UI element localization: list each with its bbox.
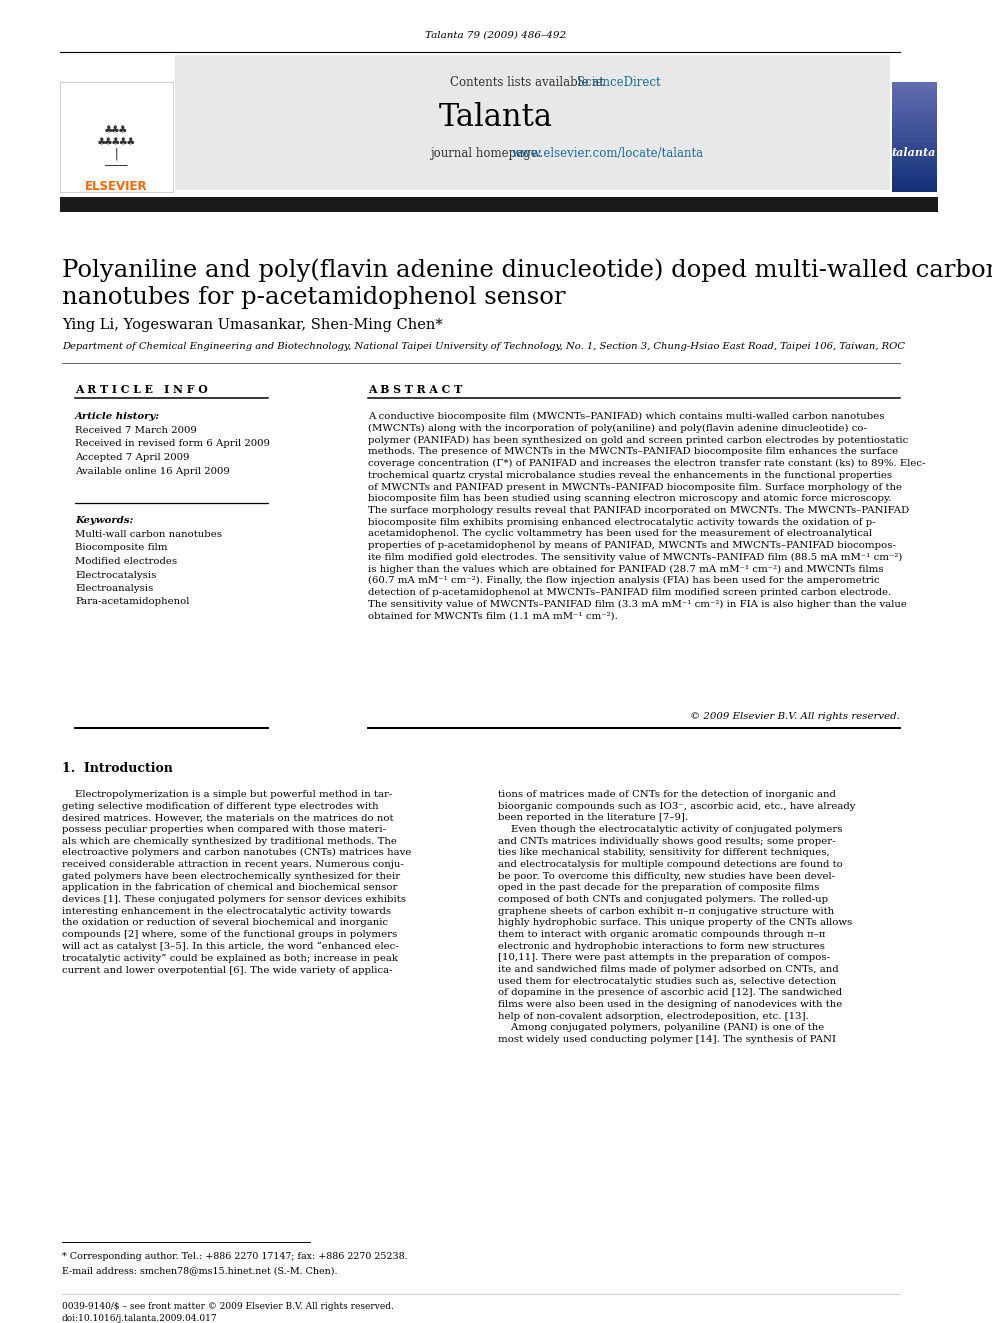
- Bar: [892, 110, 937, 115]
- Bar: [892, 164, 937, 169]
- Text: E-mail address: smchen78@ms15.hinet.net (S.-M. Chen).: E-mail address: smchen78@ms15.hinet.net …: [62, 1266, 337, 1275]
- Bar: [892, 105, 937, 110]
- Bar: [892, 131, 937, 138]
- Bar: [60, 82, 173, 192]
- Text: Received 7 March 2009: Received 7 March 2009: [75, 426, 196, 435]
- Bar: [892, 176, 937, 181]
- Text: talanta: talanta: [892, 147, 936, 157]
- Bar: [892, 187, 937, 192]
- Bar: [892, 87, 937, 93]
- Text: 0039-9140/$ – see front matter © 2009 Elsevier B.V. All rights reserved.: 0039-9140/$ – see front matter © 2009 El…: [62, 1302, 394, 1311]
- Bar: [892, 143, 937, 148]
- Text: Accepted 7 April 2009: Accepted 7 April 2009: [75, 452, 189, 462]
- Text: doi:10.1016/j.talanta.2009.04.017: doi:10.1016/j.talanta.2009.04.017: [62, 1314, 217, 1323]
- Bar: [892, 82, 937, 192]
- Text: Biocomposite film: Biocomposite film: [75, 544, 168, 553]
- Bar: [892, 82, 937, 87]
- Text: ScienceDirect: ScienceDirect: [577, 77, 661, 90]
- Text: Talanta 79 (2009) 486–492: Talanta 79 (2009) 486–492: [426, 30, 566, 40]
- Text: www.elsevier.com/locate/talanta: www.elsevier.com/locate/talanta: [512, 147, 704, 160]
- Text: © 2009 Elsevier B.V. All rights reserved.: © 2009 Elsevier B.V. All rights reserved…: [690, 712, 900, 721]
- Text: * Corresponding author. Tel.: +886 2270 17147; fax: +886 2270 25238.: * Corresponding author. Tel.: +886 2270 …: [62, 1252, 408, 1261]
- Text: Contents lists available at: Contents lists available at: [450, 77, 608, 90]
- Bar: [892, 181, 937, 187]
- Text: Received in revised form 6 April 2009: Received in revised form 6 April 2009: [75, 439, 270, 448]
- Bar: [892, 93, 937, 98]
- Text: tions of matrices made of CNTs for the detection of inorganic and
bioorganic com: tions of matrices made of CNTs for the d…: [498, 790, 855, 1044]
- Bar: [892, 169, 937, 176]
- Text: ELSEVIER: ELSEVIER: [84, 180, 148, 193]
- Text: Electroanalysis: Electroanalysis: [75, 583, 153, 593]
- Text: journal homepage:: journal homepage:: [430, 147, 546, 160]
- Bar: [892, 138, 937, 143]
- Text: A conductive biocomposite film (MWCNTs–PANIFAD) which contains multi-walled carb: A conductive biocomposite film (MWCNTs–P…: [368, 411, 926, 620]
- Text: A R T I C L E   I N F O: A R T I C L E I N F O: [75, 384, 207, 396]
- Text: Electropolymerization is a simple but powerful method in tar-
geting selective m: Electropolymerization is a simple but po…: [62, 790, 412, 975]
- Bar: [892, 126, 937, 131]
- Bar: [892, 98, 937, 105]
- Bar: [892, 115, 937, 120]
- Text: Multi-wall carbon nanotubes: Multi-wall carbon nanotubes: [75, 531, 222, 538]
- Bar: [892, 120, 937, 126]
- Bar: [892, 148, 937, 153]
- Text: ♣♣♣
♣♣♣♣♣
|
———: ♣♣♣ ♣♣♣♣♣ | ———: [97, 123, 135, 172]
- Text: Modified electrodes: Modified electrodes: [75, 557, 178, 566]
- Bar: [892, 159, 937, 164]
- Bar: [175, 56, 890, 191]
- Text: Electrocatalysis: Electrocatalysis: [75, 570, 157, 579]
- Bar: [60, 197, 938, 212]
- Text: Available online 16 April 2009: Available online 16 April 2009: [75, 467, 230, 475]
- Text: Ying Li, Yogeswaran Umasankar, Shen-Ming Chen*: Ying Li, Yogeswaran Umasankar, Shen-Ming…: [62, 318, 442, 332]
- Text: Para-acetamidophenol: Para-acetamidophenol: [75, 598, 189, 606]
- Bar: [892, 153, 937, 159]
- Text: Keywords:: Keywords:: [75, 516, 133, 525]
- Text: A B S T R A C T: A B S T R A C T: [368, 384, 462, 396]
- Text: Talanta: Talanta: [439, 102, 553, 134]
- Text: Polyaniline and poly(flavin adenine dinucleotide) doped multi-walled carbon
nano: Polyaniline and poly(flavin adenine dinu…: [62, 258, 992, 310]
- Text: Article history:: Article history:: [75, 411, 160, 421]
- Text: 1.  Introduction: 1. Introduction: [62, 762, 173, 775]
- Text: Department of Chemical Engineering and Biotechnology, National Taipei University: Department of Chemical Engineering and B…: [62, 343, 905, 351]
